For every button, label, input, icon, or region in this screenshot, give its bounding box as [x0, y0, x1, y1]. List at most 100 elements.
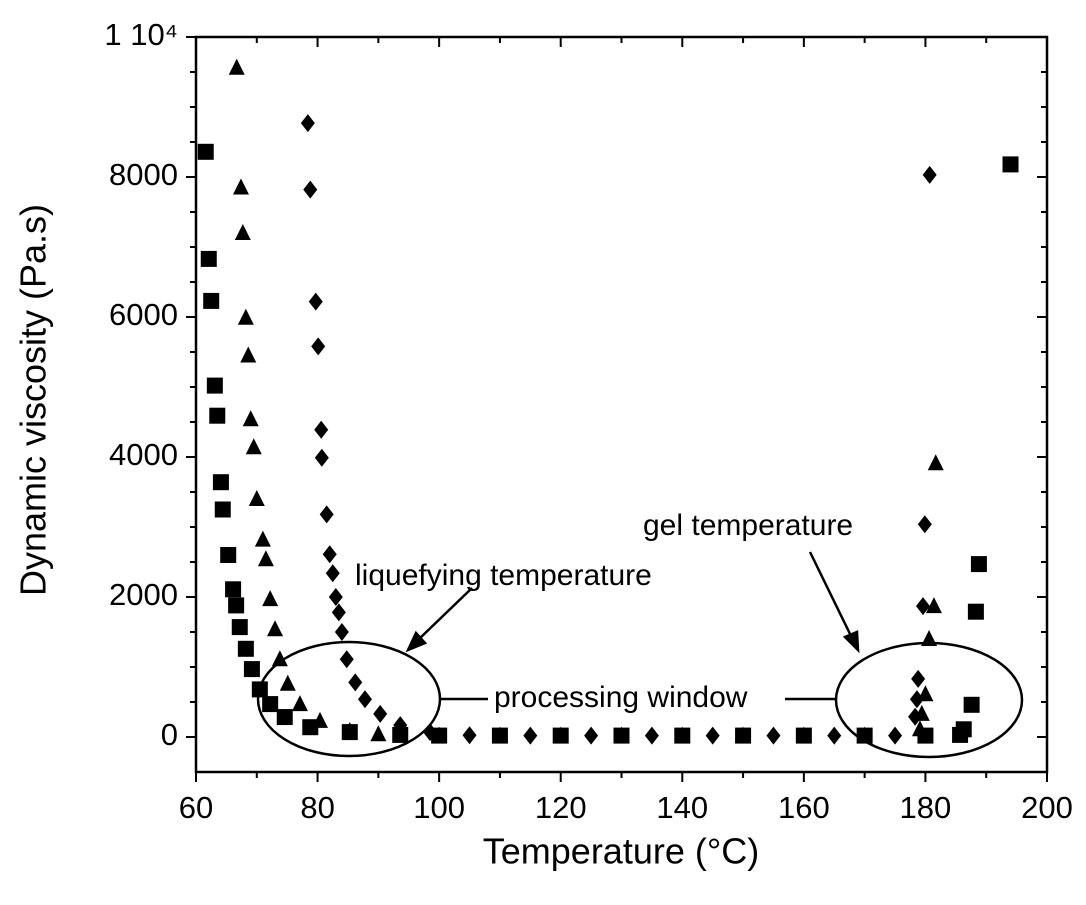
point [613, 726, 630, 743]
point [339, 650, 354, 669]
point [334, 623, 349, 641]
point [308, 292, 323, 311]
x-tick-label: 120 [535, 790, 587, 825]
point [322, 545, 337, 564]
annotation: gel temperature [643, 509, 853, 542]
point [462, 726, 477, 745]
point [911, 669, 926, 688]
point [271, 650, 288, 667]
point [242, 410, 259, 427]
point [231, 619, 248, 636]
point [341, 722, 358, 739]
point [491, 726, 508, 743]
point [302, 719, 319, 736]
x-tick-label: 160 [778, 790, 830, 825]
point [908, 707, 923, 726]
point [523, 726, 538, 745]
point [245, 438, 262, 455]
y-tick-label: 8000 [109, 157, 178, 192]
point [348, 673, 363, 692]
point [267, 620, 284, 637]
point [909, 690, 924, 709]
point [279, 674, 296, 691]
point [251, 681, 268, 698]
point [237, 640, 254, 657]
point [967, 603, 984, 620]
point [314, 420, 329, 439]
point [584, 726, 599, 745]
point [735, 726, 752, 743]
point [888, 726, 903, 745]
point [674, 726, 691, 743]
annotation: processing window [494, 681, 748, 714]
point [214, 501, 231, 518]
point [228, 58, 245, 75]
point [392, 726, 409, 743]
y-tick-label: 1 10⁴ [104, 17, 178, 52]
arrow-head [842, 630, 860, 654]
x-tick-label: 80 [300, 790, 334, 825]
point [312, 711, 329, 728]
point [232, 178, 249, 195]
point [423, 723, 438, 742]
point [357, 690, 372, 709]
x-tick-label: 100 [413, 790, 465, 825]
point [552, 726, 569, 743]
point [393, 716, 408, 735]
point [766, 726, 781, 745]
arrow-head [405, 630, 428, 653]
point [206, 377, 223, 394]
x-tick-label: 140 [656, 790, 708, 825]
point [921, 630, 938, 646]
x-tick-label: 200 [1021, 790, 1073, 825]
plot-frame [194, 35, 1049, 774]
point [197, 143, 214, 160]
point [319, 505, 334, 524]
y-tick-label: 4000 [109, 437, 178, 472]
point [431, 726, 448, 743]
point [955, 721, 972, 738]
point [911, 720, 928, 737]
point [203, 292, 220, 309]
point [276, 709, 293, 726]
point [370, 725, 387, 742]
point [963, 696, 980, 713]
annotation: liquefying temperature [355, 559, 652, 592]
point [314, 448, 329, 467]
point [644, 726, 659, 745]
point [234, 224, 251, 240]
point [311, 337, 326, 356]
point [300, 114, 315, 133]
point [328, 588, 343, 606]
point [917, 515, 932, 534]
point [254, 530, 271, 547]
point [262, 590, 279, 607]
point [220, 547, 237, 563]
point [200, 250, 217, 267]
point [228, 597, 245, 614]
point [373, 704, 388, 723]
point [209, 407, 226, 424]
point [925, 597, 942, 614]
point [225, 581, 242, 598]
point [1002, 156, 1019, 173]
y-tick-label: 0 [161, 717, 178, 752]
x-axis-label: Temperature (°C) [483, 831, 759, 872]
point [795, 726, 812, 743]
point [915, 597, 930, 616]
y-tick-label: 2000 [109, 577, 178, 612]
point [927, 454, 944, 471]
point [240, 346, 257, 363]
point [331, 603, 346, 622]
point [262, 696, 279, 713]
point [291, 695, 308, 712]
point [257, 550, 274, 567]
x-tick-label: 60 [179, 790, 213, 825]
point [303, 180, 318, 199]
point [248, 490, 265, 506]
point [237, 308, 254, 325]
point [212, 474, 229, 491]
point [922, 165, 937, 184]
point [705, 726, 720, 745]
